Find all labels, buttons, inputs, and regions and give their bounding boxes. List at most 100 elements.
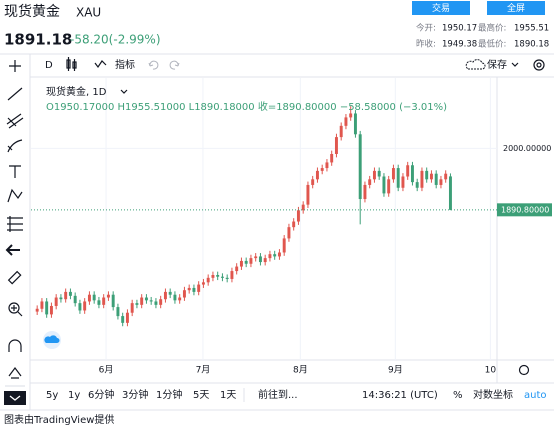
candle-body xyxy=(311,179,315,185)
undo-icon[interactable] xyxy=(148,60,159,70)
stat-label: 昨收: xyxy=(416,39,436,50)
candle-body xyxy=(59,297,63,300)
pattern-tool[interactable] xyxy=(7,188,23,203)
back-tool[interactable] xyxy=(5,244,20,256)
candle-body xyxy=(230,271,234,279)
candle-body xyxy=(87,294,91,302)
trendline-tool[interactable] xyxy=(7,87,23,101)
candle-body xyxy=(35,308,39,312)
zoom-tool[interactable] xyxy=(8,302,20,314)
fullscreen-button-label[interactable]: 全屏 xyxy=(507,2,525,14)
trade-button-label[interactable]: 交易 xyxy=(432,2,450,14)
save-button[interactable]: 保存 xyxy=(487,58,507,71)
percent-toggle[interactable]: % xyxy=(453,390,463,401)
magnet-tool[interactable] xyxy=(8,339,22,352)
candle-body xyxy=(73,295,77,304)
stat-value: 1949.38 xyxy=(442,40,477,50)
candle-body xyxy=(40,301,44,309)
left-toolbar xyxy=(5,60,25,387)
candle-body xyxy=(68,291,72,296)
fib-tool[interactable] xyxy=(6,113,24,129)
trade-button[interactable] xyxy=(412,1,470,15)
candle-body xyxy=(263,258,267,263)
crosshair-tool[interactable] xyxy=(9,60,21,72)
goto-button[interactable]: 前往到... xyxy=(258,388,298,401)
candle-body xyxy=(401,176,405,188)
x-tick-label: 8月 xyxy=(293,365,308,376)
chart-settings[interactable] xyxy=(518,364,530,376)
range-button[interactable]: 5天 xyxy=(193,390,209,401)
last-price-tag xyxy=(497,203,552,217)
log-toggle[interactable]: 对数坐标 xyxy=(473,388,513,401)
candle-body xyxy=(125,312,129,323)
candle-body xyxy=(391,168,395,180)
candle-body xyxy=(292,221,296,228)
bottom-bar: 5y 1y 6分钟 3分钟 1分钟 5天 1天 xyxy=(46,388,236,401)
candle-body xyxy=(64,291,68,300)
range-button[interactable]: 1分钟 xyxy=(156,388,182,401)
indicators-icon[interactable] xyxy=(94,60,107,69)
candle-body xyxy=(429,173,433,180)
text-tool[interactable] xyxy=(9,165,21,178)
x-tick-label: 9月 xyxy=(388,365,403,376)
logo-icon xyxy=(44,335,60,343)
cloud-icon[interactable] xyxy=(465,59,486,70)
candle-body xyxy=(54,297,58,306)
candle-body xyxy=(368,179,372,185)
candle-body xyxy=(349,113,353,118)
stat-value: 1950.17 xyxy=(442,24,477,34)
range-button[interactable]: 6分钟 xyxy=(88,388,114,401)
range-button[interactable]: 5y xyxy=(46,390,58,401)
candle-body xyxy=(387,179,391,194)
candle-body xyxy=(97,300,101,305)
collapse-button[interactable] xyxy=(4,391,26,405)
candle-body xyxy=(83,301,87,311)
range-button[interactable]: 1y xyxy=(68,390,80,401)
candle-body xyxy=(116,307,120,317)
candle-body xyxy=(130,303,134,313)
candle-body xyxy=(382,176,386,194)
candle-body xyxy=(49,305,53,315)
candle-body xyxy=(420,170,424,188)
candle-body xyxy=(325,162,329,169)
candle-body xyxy=(277,252,281,257)
candle-body xyxy=(258,256,262,263)
candle-body xyxy=(377,170,381,177)
candle-body xyxy=(211,275,215,278)
fullscreen-button[interactable] xyxy=(487,1,545,15)
interval-button[interactable]: D xyxy=(45,60,53,71)
clock: 14:36:21 (UTC) xyxy=(362,390,438,401)
ruler-tool[interactable] xyxy=(7,270,22,285)
candle-body xyxy=(273,254,277,257)
range-button[interactable]: 1天 xyxy=(220,390,236,401)
candle-body xyxy=(439,179,443,185)
collapse-icon xyxy=(9,395,21,401)
candle-body xyxy=(425,170,429,180)
candle-body xyxy=(173,294,177,301)
auto-toggle[interactable]: auto xyxy=(524,390,547,401)
candle-body xyxy=(144,297,148,301)
indicators-button[interactable]: 指标 xyxy=(115,58,135,71)
candle-body xyxy=(135,303,139,305)
price: 1891.18 xyxy=(4,31,72,49)
candle-body xyxy=(220,276,224,278)
measure-tool[interactable] xyxy=(7,216,23,232)
brush-tool[interactable] xyxy=(7,139,23,153)
redo-icon[interactable] xyxy=(169,60,180,70)
symbol-code: XAU xyxy=(76,6,101,20)
candle-body xyxy=(201,282,205,285)
candle-body xyxy=(315,170,319,180)
candle-type-icon[interactable] xyxy=(66,57,77,71)
candle-body xyxy=(239,260,243,267)
range-button[interactable]: 3分钟 xyxy=(122,388,148,401)
stat-label: 最低价: xyxy=(478,39,506,50)
save-dropdown[interactable] xyxy=(511,62,519,67)
candle-body xyxy=(45,301,49,315)
x-tick-label: 10 xyxy=(485,366,497,376)
settings-icon[interactable] xyxy=(533,59,545,71)
title-dropdown[interactable] xyxy=(120,89,128,94)
lock-tool[interactable] xyxy=(8,367,22,379)
candle-body xyxy=(225,277,229,279)
candle-body xyxy=(121,316,125,323)
